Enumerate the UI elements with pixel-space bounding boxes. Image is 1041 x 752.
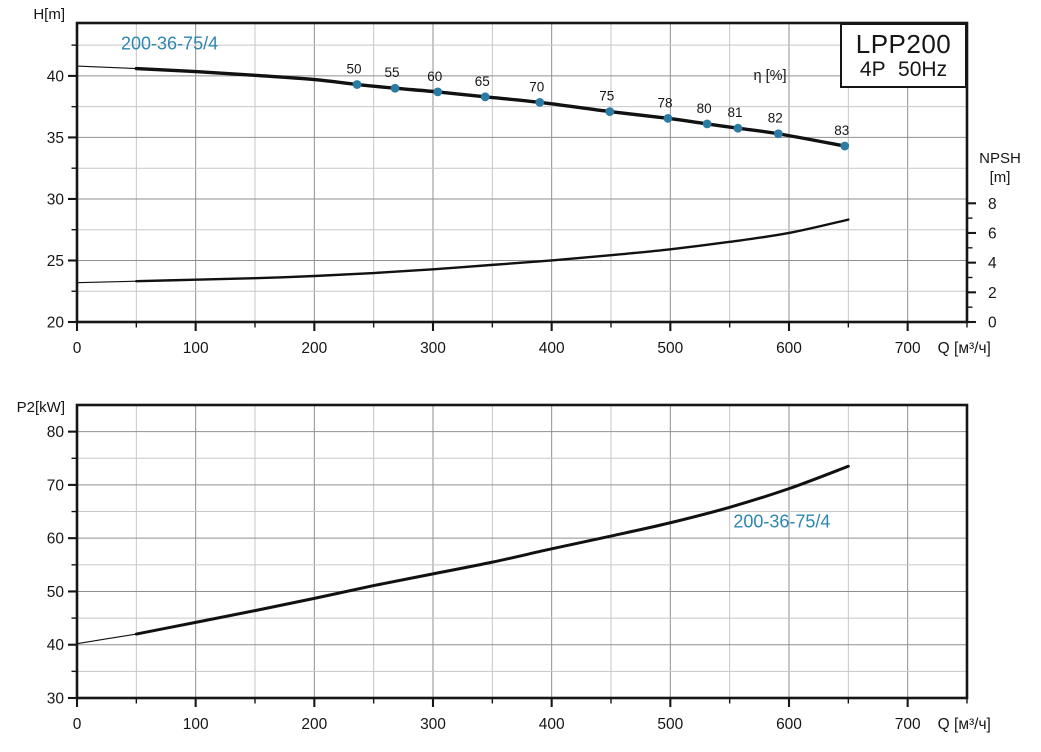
efficiency-points: η [%] 50 55 60 65 70 75 78 80 81 82 83 bbox=[347, 62, 850, 151]
efficiency-dot bbox=[390, 83, 400, 93]
efficiency-dot-label: 65 bbox=[475, 74, 490, 89]
head-curve-thin bbox=[76, 65, 137, 70]
x-tick-label: 700 bbox=[895, 340, 921, 357]
x-tick-label: 400 bbox=[539, 716, 565, 733]
head-npsh-chart-frame bbox=[75, 21, 969, 324]
efficiency-dot-label: 60 bbox=[427, 69, 442, 84]
y-tick-label: 80 bbox=[47, 424, 65, 441]
y-tick-label: 20 bbox=[47, 315, 65, 332]
efficiency-dot bbox=[733, 123, 743, 133]
x-tick-label: 500 bbox=[657, 716, 683, 733]
efficiency-dot-label: 75 bbox=[599, 89, 614, 104]
head-npsh-chart-y-axis: 20 25 30 35 40 H[m] bbox=[33, 6, 77, 332]
efficiency-dot bbox=[535, 97, 545, 107]
x-tick-label: 200 bbox=[301, 716, 327, 733]
x-tick-label: 0 bbox=[73, 340, 82, 357]
x-tick-label: 300 bbox=[420, 716, 446, 733]
efficiency-dot-label: 81 bbox=[727, 105, 742, 120]
x-tick-label: 100 bbox=[183, 340, 209, 357]
power-chart-x-axis: 0 100 200 300 400 500 600 700 Q [м³/ч] bbox=[73, 698, 991, 733]
power-chart-curves bbox=[76, 464, 850, 645]
y-tick-label: 25 bbox=[47, 253, 64, 270]
power-curve bbox=[134, 464, 850, 636]
y-tick-label: 60 bbox=[47, 531, 65, 548]
efficiency-dot bbox=[480, 92, 490, 102]
power-chart: 200-36-75/4 0 100 200 300 400 500 600 700 Q [м³/ч… bbox=[17, 399, 991, 733]
efficiency-dot bbox=[773, 129, 783, 139]
model-spec: 4P 50Hz bbox=[859, 58, 948, 81]
y-tick-label: 30 bbox=[47, 191, 65, 208]
y2-tick-label: 4 bbox=[988, 255, 997, 272]
y2-tick-label: 2 bbox=[988, 285, 997, 302]
efficiency-dot-label: 83 bbox=[834, 123, 849, 138]
y-tick-label: 35 bbox=[47, 130, 64, 147]
y-tick-label: 70 bbox=[47, 477, 65, 494]
head-npsh-chart-y2-axis: 0 2 4 6 8 NPSH [m] bbox=[967, 150, 1021, 332]
power-chart-frame bbox=[75, 403, 969, 700]
head-npsh-chart-curves bbox=[76, 65, 850, 284]
y-tick-label: 50 bbox=[47, 584, 65, 601]
efficiency-dot bbox=[702, 119, 712, 129]
power-chart-y-axis: 30 40 50 60 70 80 P2[kW] bbox=[17, 399, 77, 708]
efficiency-header: η [%] bbox=[753, 68, 786, 84]
power-curve-label: 200-36-75/4 bbox=[733, 512, 830, 532]
y-axis-unit-label: H[m] bbox=[33, 6, 65, 23]
x-tick-label: 600 bbox=[776, 716, 802, 733]
x-axis-unit-label: Q [м³/ч] bbox=[938, 340, 991, 357]
power-chart-grid bbox=[77, 405, 967, 698]
efficiency-dot bbox=[663, 113, 673, 123]
efficiency-dot-label: 50 bbox=[347, 62, 362, 77]
y-tick-label: 40 bbox=[47, 68, 65, 85]
x-tick-label: 700 bbox=[895, 716, 921, 733]
efficiency-dot-label: 70 bbox=[529, 79, 544, 94]
efficiency-dot bbox=[605, 107, 615, 116]
efficiency-dot-label: 78 bbox=[657, 95, 672, 110]
efficiency-dot bbox=[352, 80, 362, 89]
x-tick-label: 500 bbox=[657, 340, 683, 357]
efficiency-dot-label: 80 bbox=[697, 101, 712, 116]
efficiency-dot bbox=[433, 87, 443, 97]
efficiency-dot-label: 82 bbox=[768, 111, 783, 126]
y2-tick-label: 0 bbox=[988, 315, 997, 332]
y2-tick-label: 8 bbox=[988, 196, 997, 213]
x-tick-label: 0 bbox=[73, 716, 82, 733]
x-axis-unit-label: Q [м³/ч] bbox=[938, 716, 991, 733]
head-npsh-chart: 200-36-75/40 100 200 300 400 500 600 700 Q [м³/ч… bbox=[33, 6, 1021, 357]
npsh-curve-thin bbox=[76, 280, 137, 284]
model-name: LPP200 bbox=[855, 29, 952, 59]
x-tick-label: 100 bbox=[183, 716, 209, 733]
y-axis-unit-label: P2[kW] bbox=[17, 399, 65, 416]
x-tick-label: 600 bbox=[776, 340, 802, 357]
efficiency-dot bbox=[840, 141, 850, 151]
x-tick-label: 400 bbox=[539, 340, 565, 357]
y2-tick-label: 6 bbox=[988, 225, 997, 242]
y-tick-label: 40 bbox=[47, 637, 65, 654]
head-curve-label: 200-36-75/4 bbox=[121, 33, 218, 53]
y2-axis-unit-label: [m] bbox=[990, 169, 1011, 186]
model-box: LPP200 4P 50Hz bbox=[840, 23, 967, 88]
head-npsh-chart-grid bbox=[77, 23, 967, 322]
y2-axis-unit-label: NPSH bbox=[979, 150, 1021, 167]
efficiency-dot-label: 55 bbox=[385, 65, 400, 80]
power-curve-thin bbox=[76, 633, 137, 645]
npsh-curve bbox=[135, 218, 850, 283]
y-tick-label: 30 bbox=[47, 691, 65, 708]
head-npsh-chart-x-axis: 0 100 200 300 400 500 600 700 Q [м³/ч] bbox=[73, 322, 991, 357]
x-tick-label: 200 bbox=[301, 340, 327, 357]
x-tick-label: 300 bbox=[420, 340, 446, 357]
